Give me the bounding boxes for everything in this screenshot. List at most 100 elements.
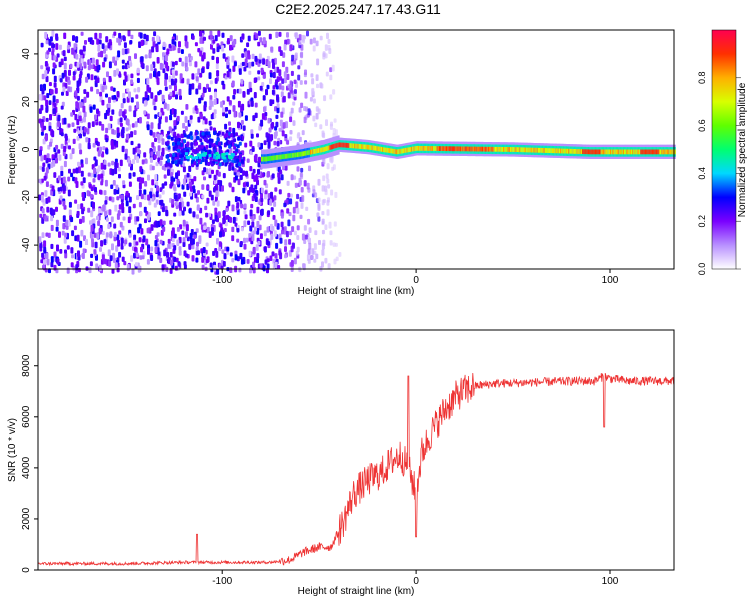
signal-band-core xyxy=(453,146,455,152)
spectrogram-cell xyxy=(173,245,177,251)
spectrogram-cell xyxy=(291,54,295,62)
spectrogram-cell xyxy=(82,196,86,202)
signal-band-core xyxy=(617,149,619,155)
spectrogram-cell xyxy=(296,246,300,253)
spectrogram-cell xyxy=(112,87,116,92)
spectrogram-cell xyxy=(287,192,291,198)
spectrogram-cell xyxy=(121,65,125,70)
signal-band-core xyxy=(454,146,456,152)
spectrogram-cell xyxy=(116,267,120,273)
spectrogram-cell xyxy=(116,213,120,220)
spectrogram-cell xyxy=(67,176,71,182)
spectrogram-cell xyxy=(153,31,157,37)
spectrogram-cell xyxy=(114,167,118,175)
spectrogram-cell xyxy=(49,36,53,42)
spectrogram-cell xyxy=(255,244,259,251)
spectrogram-cell xyxy=(301,233,305,241)
spectrogram-cell xyxy=(251,221,255,228)
spectrogram-cell xyxy=(108,196,112,201)
spectrogram-cell xyxy=(273,132,277,139)
spectrogram-cell xyxy=(90,74,94,81)
spectrogram-cell xyxy=(95,59,99,66)
signal-band-core xyxy=(542,148,545,153)
spectrogram-cell xyxy=(159,160,163,166)
signal-band-core xyxy=(439,146,441,151)
signal-band-core xyxy=(560,148,562,154)
spectrogram-cell xyxy=(128,172,132,179)
signal-band-core xyxy=(312,149,314,155)
spectrogram-cell xyxy=(176,239,180,246)
spectrogram-cell xyxy=(164,163,168,168)
signal-band-core xyxy=(329,145,332,150)
spectrogram-cell xyxy=(279,237,283,244)
spectrogram-cell xyxy=(117,166,121,172)
spectrogram-cell xyxy=(42,162,46,168)
spectrogram-cell xyxy=(169,91,173,97)
spectrogram-cell xyxy=(222,210,226,217)
spectrogram-cell xyxy=(303,116,307,124)
spectrogram-cell xyxy=(156,35,160,42)
spectrogram-cell xyxy=(94,241,98,249)
spectrogram-cell xyxy=(230,153,234,157)
signal-band-core xyxy=(419,146,421,151)
spectrogram-cell xyxy=(229,44,232,51)
spectrogram-cell xyxy=(243,66,247,72)
spectrogram-cell xyxy=(275,114,279,120)
spectrogram-cell xyxy=(267,141,271,148)
signal-band-core xyxy=(493,146,496,152)
spectrogram-cell xyxy=(244,214,248,220)
snr-xtick-label: 0 xyxy=(413,576,419,587)
signal-band-core xyxy=(287,153,290,159)
spectrogram-cell xyxy=(181,210,185,216)
spectrogram-cell xyxy=(154,235,158,240)
spectrogram-cell xyxy=(169,153,172,158)
spectrogram-cell xyxy=(212,200,216,206)
spectrogram-cell xyxy=(286,180,290,186)
signal-band-core xyxy=(293,152,296,158)
signal-band-core xyxy=(425,146,427,151)
spectrogram-cell xyxy=(272,72,276,79)
spectrogram-cell xyxy=(260,142,263,150)
signal-band-core xyxy=(395,149,398,155)
spectrogram-cell xyxy=(58,61,62,68)
spectrogram-cell xyxy=(208,141,212,146)
spectrogram-cell xyxy=(85,76,89,83)
spectrogram-cell xyxy=(64,249,67,254)
signal-band-core xyxy=(512,147,515,152)
spectrogram-cell xyxy=(332,164,336,170)
spectrogram-cell xyxy=(105,232,109,238)
spectrogram-cell xyxy=(239,153,242,158)
spectrogram-cell xyxy=(284,165,288,171)
spectrogram-cell xyxy=(258,125,262,131)
signal-band-core xyxy=(635,149,638,155)
spectrogram-cell xyxy=(269,255,273,261)
spectrogram-cell xyxy=(118,230,122,235)
spectrogram-cell xyxy=(89,106,93,113)
spectrogram-cell xyxy=(217,171,221,177)
spectrogram-cell xyxy=(70,247,74,254)
spectrogram-cell xyxy=(240,120,244,125)
spectrogram-cell xyxy=(219,231,222,238)
spectrogram-cell xyxy=(201,68,205,74)
spectrogram-cell xyxy=(276,223,280,230)
signal-band-core xyxy=(361,144,363,149)
signal-band-core xyxy=(272,155,275,161)
spectrogram-cell xyxy=(193,161,197,166)
snr-ytick-label: 4000 xyxy=(21,456,32,479)
spectrogram-cell xyxy=(183,261,187,266)
spectrogram-cell xyxy=(162,226,166,232)
spectrogram-cell xyxy=(164,181,168,186)
spectrogram-cell xyxy=(264,259,268,265)
signal-band-core xyxy=(369,145,371,150)
signal-band-core xyxy=(604,149,606,155)
spectrogram-cell xyxy=(174,201,178,206)
signal-band-core xyxy=(522,147,525,153)
signal-band-core xyxy=(535,147,538,153)
spectrogram-cell xyxy=(58,44,62,50)
spectrogram-cell xyxy=(128,206,132,214)
spectrogram-cell xyxy=(226,59,230,66)
spectrogram-cell xyxy=(44,215,48,222)
colorbar-tick-label: 0.4 xyxy=(697,167,707,180)
spectrogram-cell xyxy=(126,133,129,141)
spectrogram-cell xyxy=(43,175,47,181)
